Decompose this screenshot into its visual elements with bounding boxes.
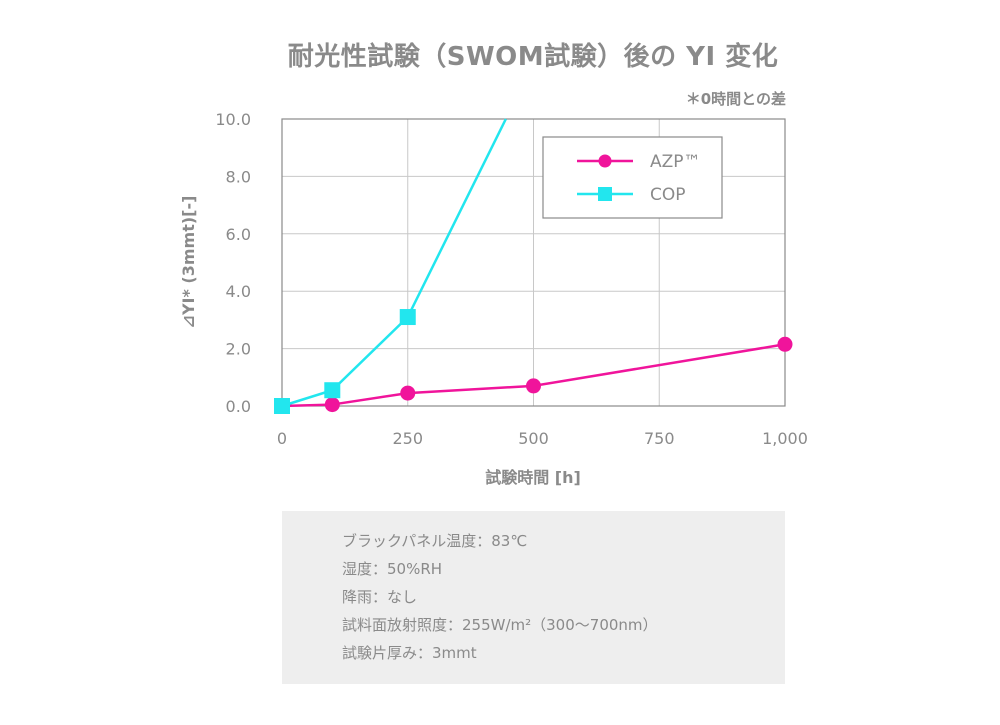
condition-irradiance: 試料面放射照度：255W/m²（300〜700nm）	[342, 616, 658, 634]
test-conditions-box: ブラックパネル温度：83℃ 湿度：50%RH 降雨：なし 試料面放射照度：255…	[282, 511, 785, 684]
x-tick-label: 500	[518, 429, 549, 448]
condition-black-panel-temp: ブラックパネル温度：83℃	[342, 532, 528, 550]
test-conditions-list: ブラックパネル温度：83℃ 湿度：50%RH 降雨：なし 試料面放射照度：255…	[342, 527, 658, 667]
series-line	[281, 118, 507, 408]
data-point	[399, 309, 416, 326]
y-axis-label: ⊿YI* (3mmt)[-]	[179, 196, 198, 329]
x-tick-label: 750	[644, 429, 675, 448]
chart-title: 耐光性試験（SWOM試験）後の YI 変化	[287, 42, 779, 72]
tick-label-layer: 0.0 2.0 4.0 6.0 8.0 10.0 0 250 500 750 1,000	[215, 110, 808, 448]
data-point	[324, 382, 341, 399]
x-tick-label: 0	[277, 429, 287, 448]
data-point	[324, 397, 340, 413]
legend-marker	[598, 187, 612, 201]
y-tick-label: 10.0	[215, 110, 251, 129]
y-tick-label: 4.0	[226, 282, 251, 301]
data-point	[777, 336, 793, 352]
legend: AZP™ COP	[542, 136, 723, 219]
plot-frame-layer	[281, 118, 786, 407]
x-tick-label: 250	[392, 429, 423, 448]
y-tick-label: 2.0	[226, 340, 251, 359]
condition-rainfall: 降雨：なし	[342, 588, 418, 606]
y-tick-label: 0.0	[226, 397, 251, 416]
x-axis-label: 試験時間 [h]	[485, 468, 581, 487]
difference-note: ＊0時間との差	[685, 90, 786, 108]
data-point	[400, 385, 416, 401]
data-point	[526, 378, 541, 394]
legend-marker	[598, 154, 612, 168]
y-tick-label: 6.0	[226, 225, 251, 244]
legend-label: COP	[650, 185, 686, 205]
x-tick-label: 1,000	[762, 429, 808, 448]
legend-box	[542, 136, 723, 219]
series-layer	[274, 118, 793, 414]
legend-label: AZP™	[650, 152, 701, 172]
series-1	[274, 118, 507, 414]
plot-frame	[281, 118, 786, 407]
condition-humidity: 湿度：50%RH	[342, 560, 443, 578]
data-point	[274, 398, 290, 414]
y-tick-label: 8.0	[226, 167, 251, 186]
condition-specimen-thickness: 試験片厚み：3mmt	[342, 644, 477, 662]
